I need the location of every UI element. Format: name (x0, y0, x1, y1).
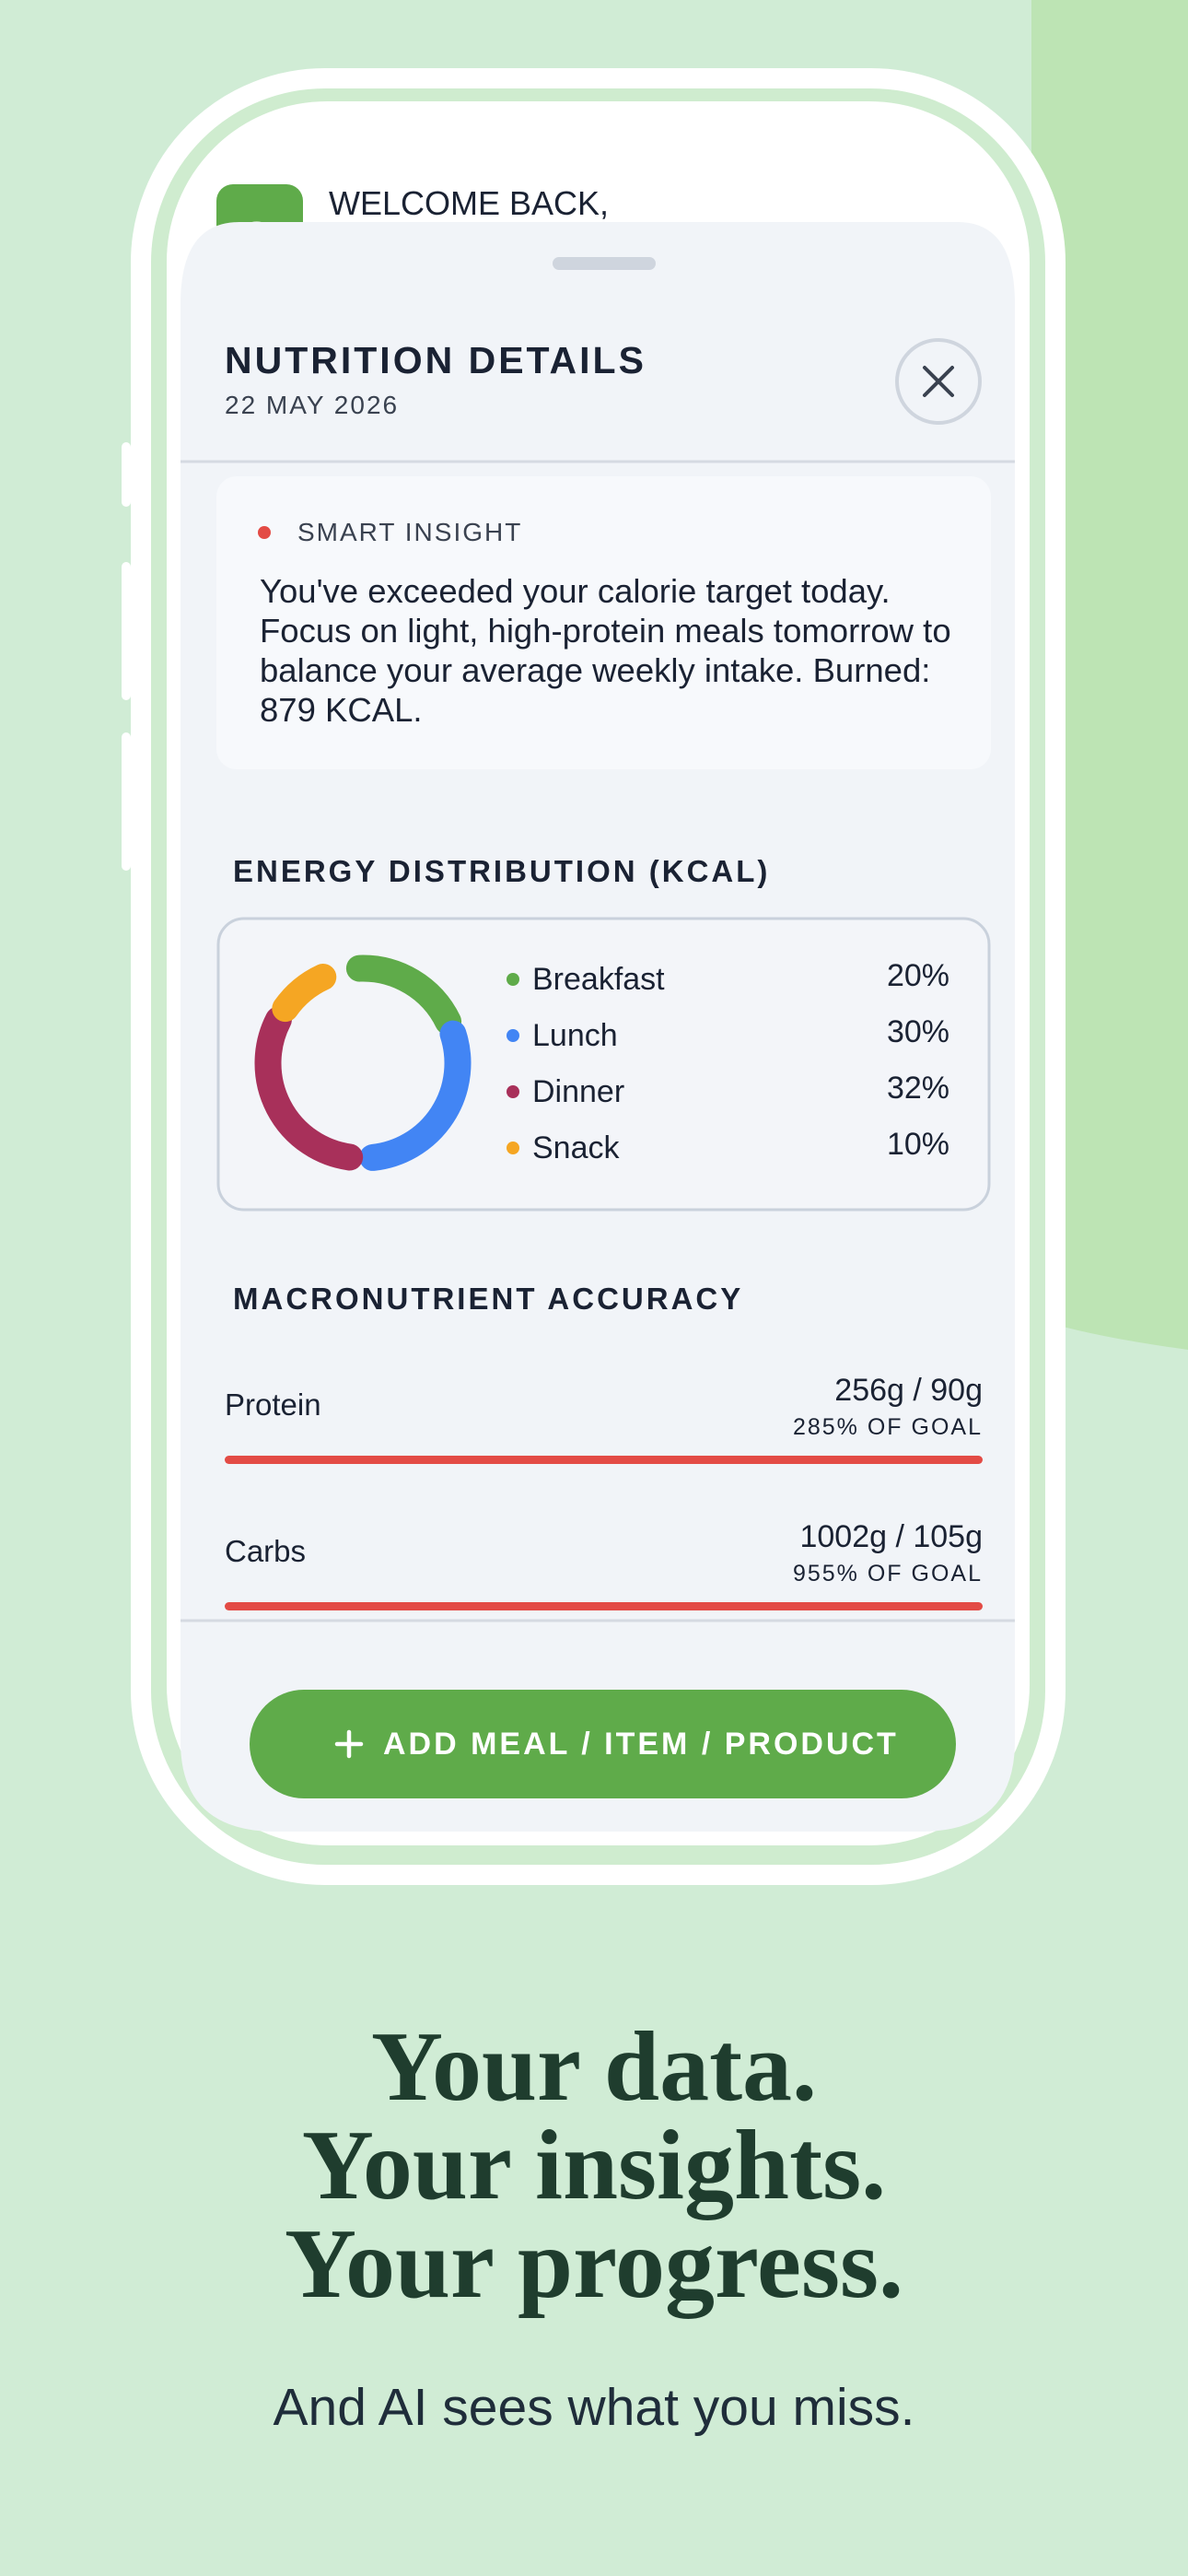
avatar-letter: S (243, 214, 270, 222)
plus-icon[interactable] (334, 1729, 364, 1759)
side-button (122, 562, 131, 700)
headline-line: Your insights. (301, 2111, 887, 2220)
headline-line: Your data. (370, 2012, 818, 2122)
macro-amount: 1002g / 105g (799, 1519, 983, 1554)
add-button[interactable] (250, 1690, 956, 1798)
macro-amount: 256g / 90g (834, 1373, 983, 1408)
donut (254, 954, 472, 1171)
legend-value: 20% (886, 958, 949, 993)
close-icon[interactable] (923, 366, 954, 397)
handle (553, 257, 656, 270)
legend-dot (507, 1142, 519, 1154)
bg-shape (267, 0, 1188, 1350)
insight-dot (258, 526, 271, 539)
progress-bar (225, 1456, 983, 1464)
donut-segment (345, 954, 462, 1036)
section-title: ENERGY DISTRIBUTION (KCAL) (233, 854, 771, 888)
section-title: MACRONUTRIENT ACCURACY (233, 1282, 744, 1316)
progress-bar (225, 1602, 983, 1610)
donut-segment (272, 964, 337, 1023)
greeting: WELCOME BACK, (329, 184, 610, 222)
macro-name: Protein (225, 1388, 321, 1422)
button-label[interactable]: ADD MEAL / ITEM / PRODUCT (383, 1727, 899, 1762)
promo-subtitle: And AI sees what you miss. (273, 2378, 915, 2437)
legend-value: 30% (886, 1014, 949, 1049)
donut-segment (359, 1020, 472, 1171)
close-button[interactable] (895, 338, 982, 425)
macro-goal: 285% OF GOAL (792, 1414, 983, 1440)
promo-headline: Your data. Your insights. Your progress. (0, 2012, 1188, 2319)
legend-dot (507, 1029, 519, 1042)
side-button (122, 732, 131, 871)
macro-name: Carbs (225, 1534, 307, 1568)
legend-dot (507, 1085, 519, 1098)
legend-name: Breakfast (532, 962, 665, 997)
macro-goal: 955% OF GOAL (792, 1561, 983, 1587)
legend-dot (507, 973, 519, 986)
insight-text: You've exceeded your calorie target toda… (260, 572, 951, 729)
side-button (122, 442, 131, 507)
headline-line: Your progress. (284, 2209, 904, 2319)
sheet-title: NUTRITION DETAILS (225, 339, 646, 381)
legend-name: Snack (532, 1130, 620, 1165)
donut-segment (254, 1006, 364, 1171)
sheet-date: 22 MAY 2026 (225, 391, 400, 419)
insight-label: SMART INSIGHT (297, 518, 523, 546)
legend-name: Dinner (532, 1074, 625, 1109)
insight-card (216, 476, 991, 769)
legend-value: 32% (886, 1071, 949, 1106)
legend-name: Lunch (532, 1018, 618, 1053)
legend-value: 10% (886, 1127, 949, 1162)
